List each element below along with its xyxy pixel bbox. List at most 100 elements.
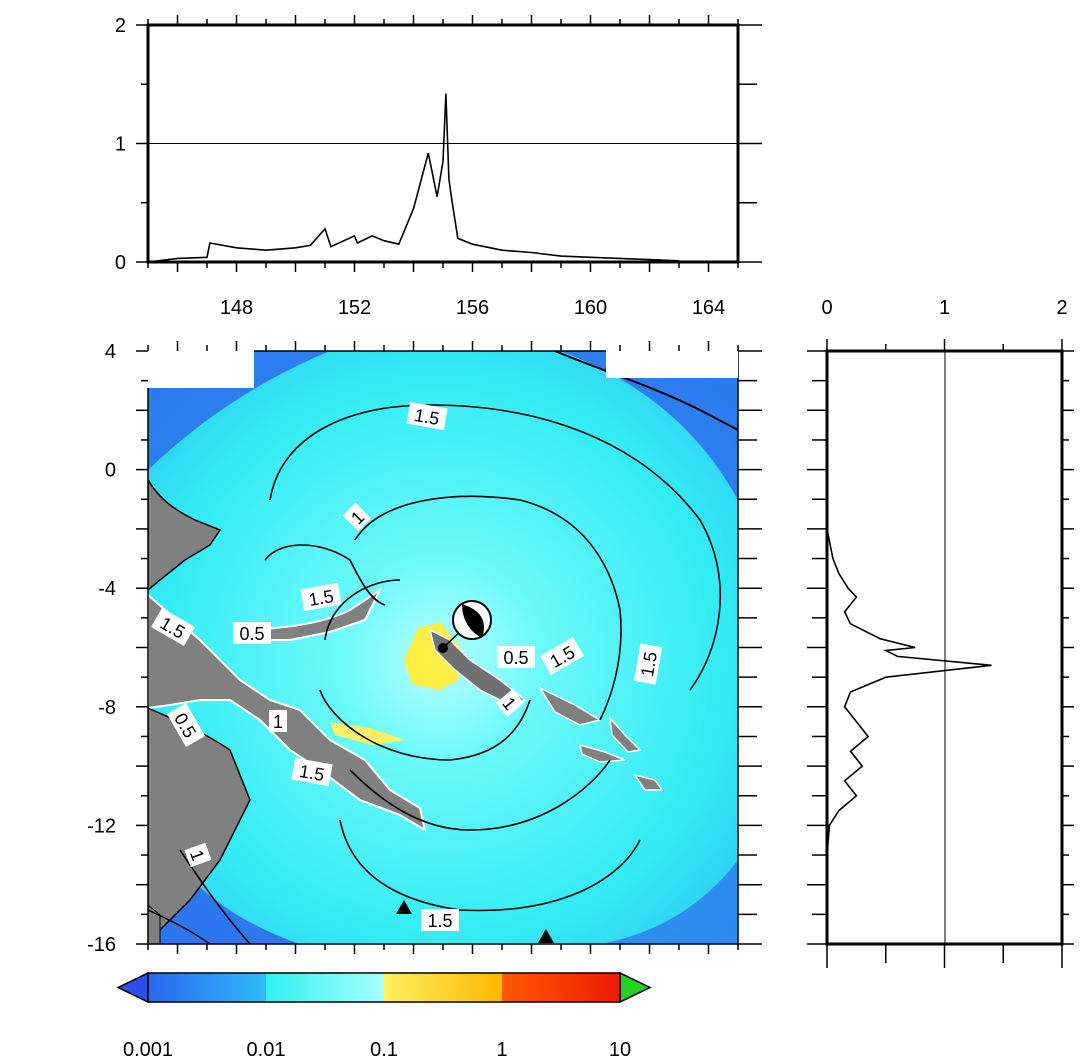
contour-label-box <box>184 842 212 868</box>
contour-label-text: 1.5 <box>307 586 335 610</box>
land-solomon-island-2 <box>608 715 642 753</box>
right-ticks <box>807 339 1074 968</box>
top-x-tick-label: 160 <box>574 297 607 319</box>
low-amplitude-region-se <box>600 860 738 944</box>
contour-label: 1.5 <box>300 582 342 612</box>
colorbar-frame <box>147 972 621 1003</box>
contour-inner-south <box>349 759 611 831</box>
contour-southwest <box>179 849 251 944</box>
contour-label-box <box>233 622 271 644</box>
contour-new-britain <box>264 544 386 606</box>
coastal-amplitude-zone <box>330 722 405 745</box>
contour-label-box <box>166 703 206 747</box>
contour-label-box <box>151 607 195 647</box>
contour-label-text: 1.5 <box>413 405 441 429</box>
contour-label: 0.5 <box>497 646 535 668</box>
tide-stations <box>396 900 554 943</box>
top-profile-line <box>147 93 680 263</box>
contour-label-text: 1.5 <box>427 911 452 931</box>
map-y-tick-label: -4 <box>98 578 116 600</box>
map-panel: 1.511.51.5 0.50.5 1.5 1.50.511.511.51 <box>87 341 762 956</box>
contour-outer-north <box>269 404 722 691</box>
map-y-tick-label: 4 <box>105 341 116 363</box>
land-new-guinea-south <box>148 707 251 944</box>
contour-label-box <box>540 636 584 676</box>
contour-label-text: 1.5 <box>298 761 326 785</box>
colorbar-segment-1 <box>148 973 266 1002</box>
colorbar-tick-label: 0.01 <box>247 1039 286 1061</box>
contour-label: 1.5 <box>421 909 459 931</box>
top-x-tick-labels: 148 152 156 160 164 <box>220 297 725 319</box>
map-y-tick-label: -12 <box>87 815 116 837</box>
colorbar-segment-3 <box>384 973 502 1002</box>
colorbar-tick-label: 0.001 <box>123 1039 173 1061</box>
map-y-tick-labels: 4 0 -4 -8 -12 -16 <box>87 341 116 956</box>
colorbar-tick-label: 1 <box>496 1039 507 1061</box>
map-y-tick-label: 0 <box>105 460 116 482</box>
contour-middle <box>354 495 622 721</box>
epicenter-marker <box>438 643 448 653</box>
land-solomon-island-4 <box>633 773 664 791</box>
contour-label: 1 <box>269 710 287 732</box>
contour-label-box <box>291 757 333 787</box>
contour-label-text: 0.5 <box>239 624 264 644</box>
contour-label-box <box>497 646 535 668</box>
colorbar-over-arrow <box>619 971 652 1004</box>
top-ticks <box>136 15 762 272</box>
land-solomon-island-3 <box>578 743 626 763</box>
right-x-tick-label: 0 <box>821 297 832 319</box>
top-profile-panel: 0 1 2 148 152 156 160 164 <box>115 15 762 319</box>
contour-label-box <box>495 689 525 717</box>
map-y-tick-label: -8 <box>98 697 116 719</box>
contour-label-box <box>406 401 448 431</box>
top-y-tick-label: 2 <box>115 15 126 37</box>
colorbar: 0.001 0.01 0.1 1 10 <box>116 971 652 1061</box>
contours <box>179 404 722 944</box>
contour-labels: 1.511.51.5 0.50.5 1.5 1.50.511.511.51 <box>151 401 663 931</box>
top-y-tick-label: 1 <box>115 134 126 156</box>
contour-label-box <box>421 909 459 931</box>
low-amplitude-region-ne <box>560 351 738 500</box>
contour-label: 1 <box>342 502 372 532</box>
top-x-tick-label: 164 <box>692 297 725 319</box>
time-label-box <box>606 350 738 378</box>
low-amplitude-region-sw <box>148 820 300 944</box>
contour-label-box <box>269 710 287 732</box>
right-x-tick-labels: 0 1 2 <box>821 297 1067 319</box>
colorbar-tick-label: 0.1 <box>370 1039 398 1061</box>
land-new-ireland <box>148 478 222 591</box>
top-y-tick-label: 0 <box>115 252 126 274</box>
colorbar-segment-4 <box>502 973 620 1002</box>
station-55023-marker-icon <box>396 900 412 914</box>
contour-label-text: 1.5 <box>637 650 661 678</box>
contour-label-box <box>633 643 663 685</box>
colorbar-tick-labels: 0.001 0.01 0.1 1 10 <box>123 1039 631 1061</box>
map-ticks <box>136 341 762 954</box>
top-y-tick-labels: 0 1 2 <box>115 15 126 274</box>
top-x-tick-label: 156 <box>456 297 489 319</box>
land-solomon-island-1 <box>537 686 602 726</box>
colorbar-tick-label: 10 <box>609 1039 631 1061</box>
colorbar-segment-2 <box>266 973 384 1002</box>
map-y-tick-label: -16 <box>87 934 116 956</box>
right-profile-line <box>826 351 992 944</box>
right-x-tick-label: 1 <box>939 297 950 319</box>
contour-label: 1 <box>495 689 525 717</box>
beachball-compression-quadrant <box>462 604 484 638</box>
contour-label-box <box>342 502 372 532</box>
contour-label-text: 1 <box>273 712 283 732</box>
focal-mechanism <box>438 600 492 653</box>
contour-label: 1 <box>184 842 212 868</box>
colorbar-under-arrow <box>116 971 149 1004</box>
station-55012-marker-icon <box>538 929 554 943</box>
contour-inner-west <box>324 579 401 641</box>
top-x-tick-label: 148 <box>220 297 253 319</box>
right-profile-panel: 0 1 2 <box>807 297 1074 968</box>
map-title-box <box>146 350 254 388</box>
contour-label: 1.5 <box>406 401 448 431</box>
contour-label: 1.5 <box>291 757 333 787</box>
top-x-tick-label: 152 <box>338 297 371 319</box>
right-x-tick-label: 2 <box>1056 297 1067 319</box>
contour-label: 0.5 <box>233 622 271 644</box>
